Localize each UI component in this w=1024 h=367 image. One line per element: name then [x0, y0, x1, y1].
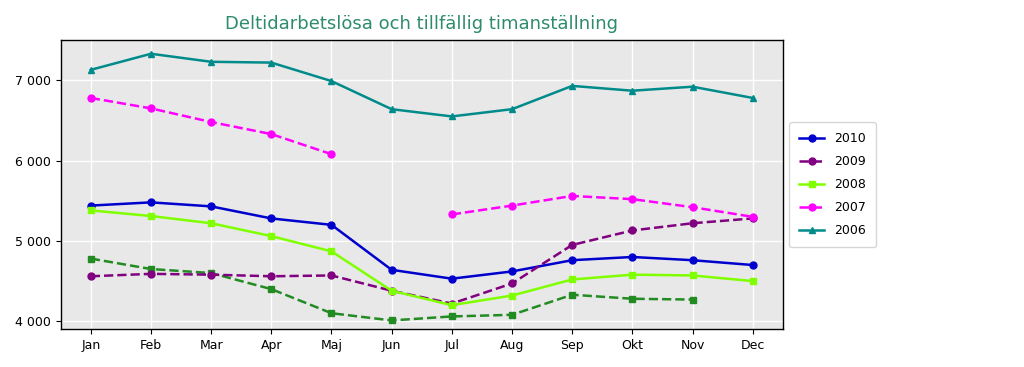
2006 — [445, 114, 458, 119]
2009 — [445, 301, 458, 306]
2009 — [265, 274, 278, 279]
2010 — [385, 268, 397, 272]
2010 — [627, 255, 639, 259]
2006 — [627, 88, 639, 93]
2006 — [746, 96, 759, 100]
2010 — [144, 200, 157, 204]
2007 — [506, 203, 518, 208]
2008 — [144, 214, 157, 218]
2009 — [566, 243, 579, 247]
Line: 2006: 2006 — [87, 50, 756, 120]
2009 — [686, 221, 698, 225]
2009 — [627, 228, 639, 233]
2008 — [566, 277, 579, 282]
2006 — [566, 84, 579, 88]
2008 — [205, 221, 217, 225]
Title: Deltidarbetslösa och tillfällig timanställning: Deltidarbetslösa och tillfällig timanstä… — [225, 15, 618, 33]
2007 — [566, 194, 579, 198]
2009 — [205, 272, 217, 277]
2008 — [85, 208, 97, 212]
2006 — [85, 68, 97, 72]
Line: 2009: 2009 — [87, 215, 756, 307]
2010 — [746, 263, 759, 267]
2008 — [686, 273, 698, 278]
2008 — [265, 234, 278, 238]
2007 — [746, 215, 759, 219]
2006 — [506, 107, 518, 112]
2008 — [506, 293, 518, 298]
2010 — [566, 258, 579, 262]
2006 — [205, 59, 217, 64]
2008 — [746, 279, 759, 283]
2006 — [686, 84, 698, 89]
Line: 2007: 2007 — [449, 192, 756, 220]
2010 — [85, 203, 97, 208]
2008 — [326, 249, 338, 254]
2009 — [506, 281, 518, 286]
2009 — [85, 274, 97, 279]
2009 — [385, 288, 397, 293]
2007 — [627, 197, 639, 201]
2008 — [445, 303, 458, 308]
Legend: 2010, 2009, 2008, 2007, 2006: 2010, 2009, 2008, 2007, 2006 — [790, 122, 876, 247]
2006 — [144, 52, 157, 56]
2009 — [144, 272, 157, 276]
2006 — [326, 79, 338, 83]
2006 — [265, 61, 278, 65]
2008 — [385, 288, 397, 293]
2010 — [205, 204, 217, 208]
2010 — [326, 223, 338, 227]
2009 — [746, 216, 759, 221]
Line: 2010: 2010 — [87, 199, 756, 282]
2010 — [265, 216, 278, 221]
2010 — [445, 276, 458, 281]
2008 — [627, 272, 639, 277]
2010 — [686, 258, 698, 262]
2007 — [445, 212, 458, 217]
Line: 2008: 2008 — [87, 207, 756, 309]
2006 — [385, 107, 397, 112]
2010 — [506, 269, 518, 274]
2009 — [326, 273, 338, 278]
2007 — [686, 205, 698, 210]
